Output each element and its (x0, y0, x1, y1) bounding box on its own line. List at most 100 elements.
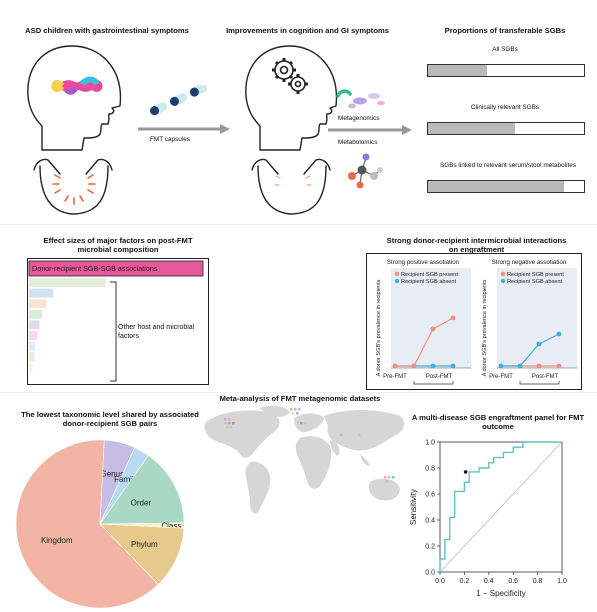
divider (0, 392, 597, 393)
plot-background (497, 268, 577, 368)
bar-label-metabolites: SGBs linked to relevant serum/stool meta… (439, 162, 577, 169)
gears-icon (272, 58, 308, 94)
bar-metabolite-sgbs (427, 180, 585, 193)
x-label-pre: Pre-FMT (489, 374, 513, 380)
panel-title: Strong positive assotiation (387, 259, 460, 266)
pie-slice (99, 454, 185, 525)
y-tick-label: 0.6 (425, 492, 435, 499)
rising-point (556, 331, 562, 337)
pie-slice (15, 439, 159, 609)
bar-fill (428, 181, 564, 192)
effect-bar (28, 260, 204, 277)
plot-frame (439, 441, 563, 573)
y-tick-label: 0.8 (425, 466, 435, 473)
pie-title: The lowest taxonomic level shared by ass… (21, 410, 199, 428)
bracket (110, 281, 117, 382)
post-bracket (519, 381, 560, 385)
legend-absent: Recipient SGB absent (507, 279, 562, 285)
x-tick-label: 0.8 (533, 578, 543, 585)
legend-dot-present (394, 271, 400, 277)
x-label-post: Post-FMT (532, 374, 559, 380)
rising-point (430, 326, 436, 332)
x-tick-label: 0.0 (435, 578, 445, 585)
capsules-icon (150, 85, 208, 115)
panel-title: Strong negative assotiation (492, 259, 567, 266)
legend-dot-present (500, 271, 506, 277)
rising-series (395, 317, 454, 367)
bacteria-icon (336, 89, 385, 109)
rising-series (501, 333, 560, 367)
effect-sizes-bars (28, 260, 204, 372)
x-axis-label: 1 − Specificity (476, 589, 526, 598)
title-asd-children: ASD children with gastrointestinal sympt… (25, 26, 189, 35)
legend-dot-absent (500, 278, 506, 284)
flat-point (450, 363, 456, 369)
effect-bar (29, 299, 47, 309)
arrow-omics (328, 125, 412, 135)
effect-sizes-title: Effect sizes of major factors on post-FM… (43, 236, 193, 254)
effect-other-label: Other host and microbial factors (118, 324, 195, 340)
effect-top-label: Donor-recipient SGB-SGB associations (32, 264, 158, 273)
legend-present: Recipient SGB present (507, 272, 564, 278)
molecule-icon (348, 153, 383, 189)
flat-point (536, 363, 542, 369)
plot-background (391, 268, 471, 368)
child-illustration-after (245, 45, 338, 215)
pie-label: Phylum (131, 540, 158, 549)
roc-title: A multi-disease SGB engraftment panel fo… (411, 413, 585, 431)
child-illustration-before (27, 45, 122, 215)
x-label-post: Post-FMT (426, 374, 453, 380)
rising-point (517, 363, 523, 369)
diagonal-reference (439, 441, 563, 573)
effect-bar (29, 352, 35, 362)
effect-bar (29, 320, 40, 330)
metagenomics-label: Metagenomics (338, 115, 380, 122)
interaction-panel: Strong positive assotiation Recipient SGB… (376, 259, 471, 385)
interactions-plots: Strong positive assotiation Recipient SGB… (376, 259, 577, 385)
arrow-fmt (138, 124, 230, 134)
effect-bar (29, 288, 54, 298)
bar-all-sgbs (427, 64, 585, 77)
legend-present: Recipient SGB present (401, 272, 458, 278)
effect-bar (29, 331, 38, 340)
interactions-title: Strong donor-recipient intermicrobial in… (386, 236, 567, 254)
world-map (204, 405, 405, 514)
y-axis-label: A donor SGB's prevalence in recipients (482, 279, 488, 376)
title-improvements: Improvements in cognition and GI symptom… (226, 26, 389, 35)
x-tick-label: 1.0 (557, 578, 567, 585)
x-tick-label: 0.4 (484, 578, 494, 585)
effect-bar (29, 278, 106, 287)
legend-dot-absent (394, 278, 400, 284)
x-tick-label: 0.2 (460, 578, 470, 585)
effect-bar (29, 309, 43, 319)
x-label-pre: Pre-FMT (383, 374, 407, 380)
pie-slice (99, 523, 185, 585)
pie-label: Order (131, 498, 152, 507)
effect-bar (29, 341, 36, 351)
y-tick-label: 1.0 (425, 440, 435, 447)
y-axis-label: A donor SGB's prevalence in recipients (376, 279, 382, 376)
infinity-icon (51, 76, 103, 95)
post-bracket (413, 381, 454, 385)
bar-fill (428, 65, 488, 76)
roc-line (439, 441, 562, 572)
x-tick-label: 0.6 (508, 578, 518, 585)
bar-label-clinical: Clinically relevant SGBs (470, 104, 540, 111)
rising-point (411, 363, 417, 369)
title-proportions: Proportions of transferable SGBs (444, 26, 566, 35)
fmt-capsules-label: FMT capsules (150, 136, 191, 143)
y-axis-label: Sensitivity (409, 489, 418, 525)
bar-label-all: All SGBs (492, 46, 518, 53)
pie-label: Kingdom (41, 536, 73, 545)
pie-label: Family (114, 475, 138, 484)
rising-point (536, 341, 542, 347)
metabolomics-label: Metabolomics (338, 139, 378, 146)
effect-bar (29, 362, 33, 372)
pie-label: Genus (101, 469, 125, 478)
rising-point (450, 315, 456, 321)
y-tick-label: 0.2 (425, 544, 435, 551)
bar-clinical-sgbs (427, 122, 585, 135)
flat-point (556, 363, 562, 369)
rising-point (392, 363, 398, 369)
